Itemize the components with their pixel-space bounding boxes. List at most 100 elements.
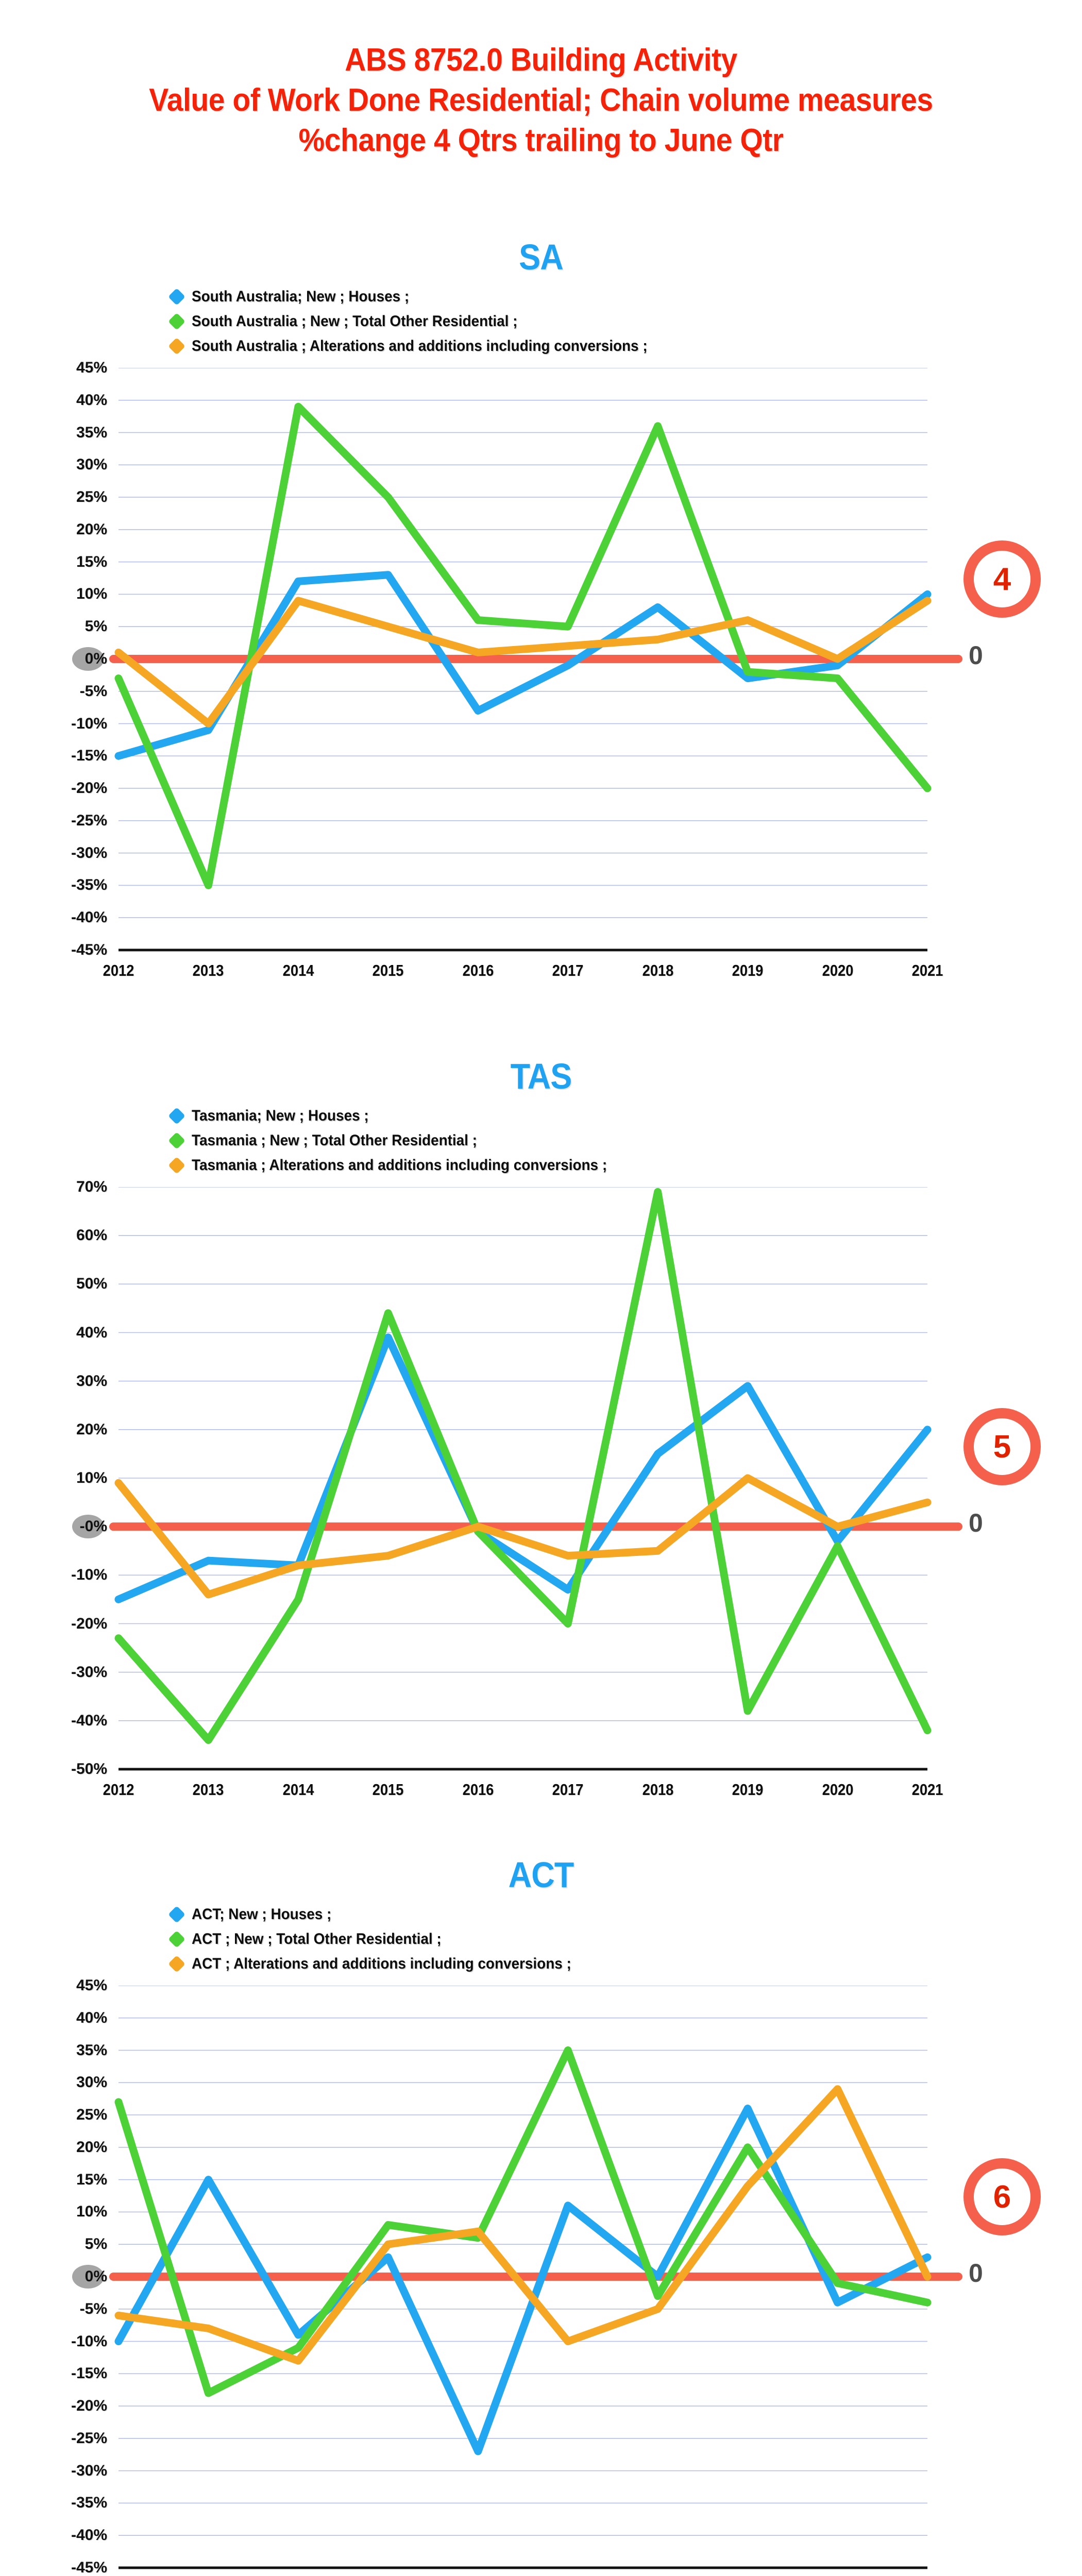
series-line[interactable]: [114, 1333, 932, 1603]
series-line[interactable]: [114, 597, 932, 728]
legend-item[interactable]: South Australia; New ; Houses ;: [168, 284, 1082, 309]
legend-item[interactable]: South Australia ; Alterations and additi…: [168, 334, 1082, 359]
y-axis-tick-label: -10%: [71, 715, 107, 732]
chart-block-tas: TAS Tasmania; New ; Houses ; Tasmania ; Ne…: [0, 1056, 1082, 1799]
legend-sa: South Australia; New ; Houses ; South Aus…: [168, 284, 1082, 359]
diamond-marker-icon: [168, 313, 185, 330]
legend-item-label: ACT ; New ; Total Other Residential ;: [192, 1930, 442, 1947]
y-axis-tick-label: -15%: [71, 2365, 107, 2382]
y-axis-tick-label: -40%: [71, 2527, 107, 2544]
y-axis-tick-label: 45%: [76, 359, 107, 376]
title-line-1: ABS 8752.0 Building Activity: [345, 42, 737, 78]
chart-number-badge: 5: [963, 1408, 1041, 1486]
y-axis-tick-label: 5%: [84, 2235, 107, 2253]
series-line[interactable]: [114, 2085, 932, 2365]
y-axis-tick-label: -35%: [71, 876, 107, 894]
y-axis-tick-label: -5%: [79, 682, 107, 700]
y-axis-tick-label: -45%: [71, 941, 107, 958]
y-axis-tick-label: 20%: [76, 520, 107, 538]
x-axis-tick-label: 2018: [642, 961, 674, 979]
y-axis-tick-label: 0%: [84, 2268, 107, 2285]
y-axis-tick-label: 5%: [84, 618, 107, 635]
y-axis-tick-label: -30%: [71, 1663, 107, 1681]
chart-number-badge: 4: [963, 540, 1041, 618]
legend-item[interactable]: ACT ; New ; Total Other Residential ;: [168, 1927, 1082, 1952]
line-chart-svg-tas: [109, 1187, 962, 1771]
zero-tick-highlight: [72, 647, 104, 671]
zero-line-label: 0: [969, 1509, 983, 1538]
y-axis-tick-label: -40%: [71, 1711, 107, 1729]
diamond-marker-icon: [168, 1107, 185, 1125]
legend-item-label: Tasmania ; New ; Total Other Residential…: [192, 1132, 477, 1149]
y-axis-tick-label: 0%: [84, 650, 107, 667]
y-axis-tick-label: 40%: [76, 391, 107, 409]
legend-item[interactable]: South Australia ; New ; Total Other Resi…: [168, 309, 1082, 334]
series-line[interactable]: [114, 402, 932, 889]
y-axis-tick-label: 50%: [76, 1275, 107, 1293]
y-axis-tick-label: 20%: [76, 2138, 107, 2156]
chart-block-act: ACT ACT; New ; Houses ; ACT ; New ; Total …: [0, 1855, 1082, 2576]
y-axis-tick-label: 40%: [76, 1324, 107, 1341]
legend-item[interactable]: ACT; New ; Houses ;: [168, 1902, 1082, 1927]
x-axis-tick-label: 2021: [911, 961, 943, 979]
series-line[interactable]: [114, 2105, 932, 2455]
y-axis-tick-label: 35%: [76, 2041, 107, 2059]
y-axis-tick-label: 10%: [76, 1469, 107, 1486]
x-axis-tick-label: 2013: [193, 1781, 224, 1799]
legend-item[interactable]: ACT ; Alterations and additions includin…: [168, 1952, 1082, 1976]
legend-item[interactable]: Tasmania ; New ; Total Other Residential…: [168, 1128, 1082, 1153]
y-axis-tick-label: -10%: [71, 2332, 107, 2350]
chart-heading-sa: SA: [519, 237, 564, 277]
line-chart-svg-act: [109, 1986, 962, 2569]
zero-tick-highlight: [72, 1515, 104, 1539]
x-axis-tick-label: 2012: [103, 1781, 134, 1799]
y-axis-tick-label: -30%: [71, 844, 107, 861]
x-axis-tick-label: 2016: [462, 961, 494, 979]
y-axis-tick-label: -35%: [71, 2494, 107, 2512]
legend-item-label: South Australia; New ; Houses ;: [192, 288, 410, 305]
x-axis-tick-label: 2015: [372, 961, 404, 979]
y-axis-tick-label: 35%: [76, 423, 107, 441]
y-axis-tick-label: 10%: [76, 2203, 107, 2221]
y-axis-tick-label: -20%: [71, 779, 107, 797]
y-axis-tick-label: 30%: [76, 1372, 107, 1389]
x-axis-tick-label: 2018: [642, 1781, 674, 1799]
x-axis-tick-label: 2020: [822, 1781, 853, 1799]
legend-item-label: ACT ; Alterations and additions includin…: [192, 1955, 571, 1972]
chart-heading-act: ACT: [508, 1855, 574, 1895]
x-axis-tick-label: 2012: [103, 961, 134, 979]
y-axis-tick-label: -30%: [71, 2462, 107, 2479]
x-axis-tick-label: 2015: [372, 1781, 404, 1799]
series-line[interactable]: [114, 1188, 932, 1744]
diamond-marker-icon: [168, 1157, 185, 1174]
x-axis-tick-label: 2021: [911, 1781, 943, 1799]
y-axis-tick-label: 45%: [76, 1977, 107, 1994]
title-line-2: Value of Work Done Residential; Chain vo…: [149, 82, 933, 118]
chart-heading-tas: TAS: [510, 1056, 572, 1096]
legend-item-label: ACT; New ; Houses ;: [192, 1906, 332, 1923]
legend-item-label: South Australia ; New ; Total Other Resi…: [192, 313, 518, 330]
x-axis-tick-label: 2019: [732, 1781, 764, 1799]
y-axis-tick-label: -20%: [71, 2397, 107, 2415]
x-axis-tick-label: 2019: [732, 961, 764, 979]
y-axis-tick-label: 60%: [76, 1227, 107, 1244]
y-axis-tick-label: 30%: [76, 456, 107, 473]
legend-item[interactable]: Tasmania; New ; Houses ;: [168, 1104, 1082, 1128]
series-line[interactable]: [114, 1474, 932, 1599]
diamond-marker-icon: [168, 337, 185, 355]
page-title: ABS 8752.0 Building Activity Value of Wo…: [0, 40, 1082, 161]
x-axis-tick-label: 2017: [552, 1781, 584, 1799]
plot-area-tas: 70% 60% 50% 40% 30% 20% 10% -0% -10% -20% -30% -40%…: [0, 1178, 1082, 1799]
series-line[interactable]: [114, 2046, 932, 2397]
y-axis-tick-label: -45%: [71, 2559, 107, 2576]
legend-item[interactable]: Tasmania ; Alterations and additions inc…: [168, 1153, 1082, 1178]
zero-tick-highlight: [72, 2265, 104, 2289]
diamond-marker-icon: [168, 1906, 185, 1923]
diamond-marker-icon: [168, 288, 185, 306]
legend-item-label: Tasmania ; Alterations and additions inc…: [192, 1157, 607, 1174]
plot-area-act: 45% 40% 35% 30% 25% 20% 15% 10% 5% 0% -5% -10% -15% -…: [0, 1977, 1082, 2576]
diamond-marker-icon: [168, 1955, 185, 1973]
y-axis-tick-label: -5%: [79, 2300, 107, 2317]
y-axis-tick-label: 25%: [76, 488, 107, 506]
